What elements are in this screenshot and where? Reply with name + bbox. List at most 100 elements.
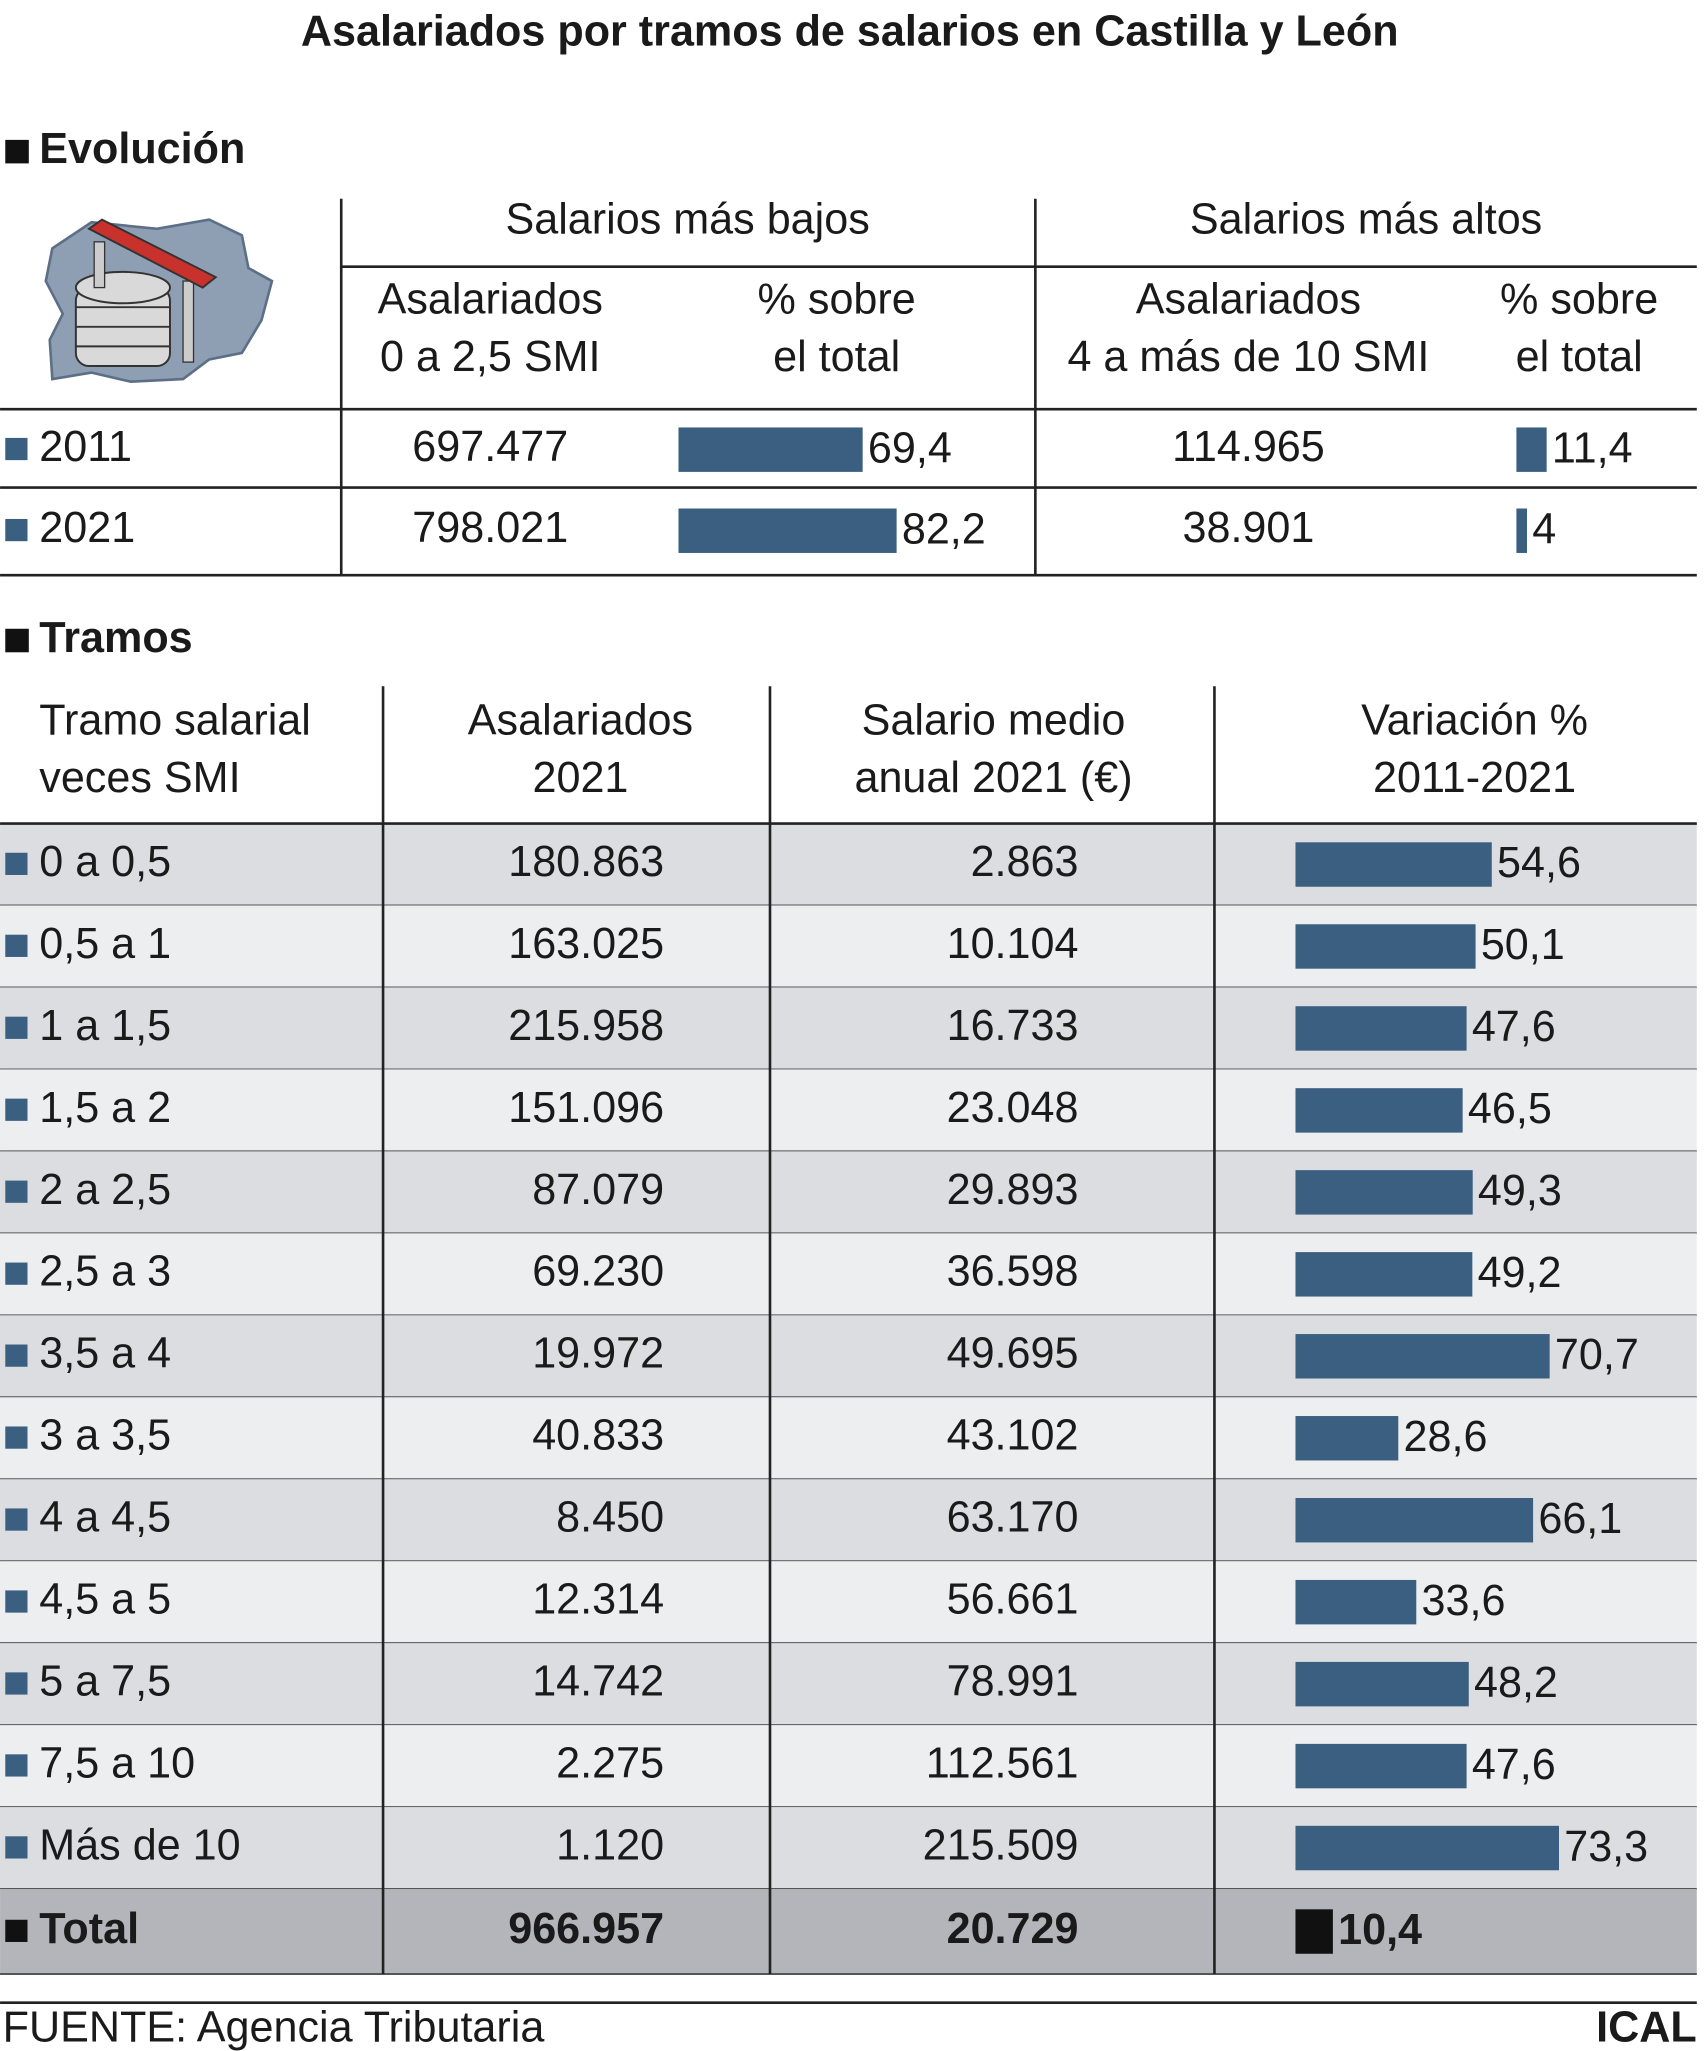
column-header: el total [1516, 333, 1643, 381]
bar [1295, 1909, 1333, 1954]
bar [1295, 1006, 1467, 1051]
row-label: 0 a 0,5 [39, 838, 171, 886]
cell: 798.021 [412, 504, 568, 552]
cell: 20.729 [947, 1905, 1079, 1953]
bullet [5, 1180, 28, 1203]
bullet [5, 1919, 28, 1942]
row-label: 2 a 2,5 [39, 1166, 171, 1214]
section-heading: Evolución [39, 125, 245, 173]
cell: 215.509 [923, 1821, 1079, 1869]
row-label: 3,5 a 4 [39, 1330, 171, 1378]
column-header: veces SMI [39, 754, 240, 802]
cell: 151.096 [508, 1084, 664, 1132]
bar-label: 28,6 [1404, 1413, 1488, 1461]
bar [1295, 924, 1476, 969]
cell: 78.991 [947, 1658, 1079, 1706]
bar [1295, 1579, 1417, 1625]
column-header: % sobre [758, 275, 916, 323]
cell: 2.275 [556, 1739, 664, 1787]
row-label: 1,5 a 2 [39, 1084, 171, 1132]
column-header: Asalariados [378, 275, 603, 323]
column-header: Variación % [1361, 696, 1588, 744]
cell: 697.477 [412, 423, 568, 471]
row-label: 1 a 1,5 [39, 1002, 171, 1050]
bar-label: 4 [1532, 505, 1556, 553]
bullet [5, 934, 28, 957]
column-header: % sobre [1500, 275, 1658, 323]
bullet [5, 139, 29, 164]
bullet [5, 518, 28, 542]
title: Asalariados por tramos de salarios en Ca… [301, 7, 1399, 55]
bar-label: 49,2 [1478, 1249, 1562, 1297]
bar-label: 54,6 [1497, 839, 1581, 887]
bar [1295, 842, 1492, 887]
row-label: 4,5 a 5 [39, 1576, 171, 1624]
row-label: 0,5 a 1 [39, 920, 171, 968]
map-icon [44, 218, 274, 384]
bar-label: 66,1 [1538, 1495, 1622, 1543]
cell: 23.048 [947, 1084, 1079, 1132]
bar-beam [87, 218, 218, 289]
bar [1295, 1825, 1559, 1871]
bar-label: 47,6 [1472, 1741, 1556, 1789]
year: 2021 [39, 504, 135, 552]
cell: 63.170 [947, 1494, 1079, 1542]
column-header: 0 a 2,5 SMI [380, 333, 601, 381]
bullet [5, 1426, 28, 1449]
bar-label: 11,4 [1552, 424, 1633, 472]
cell: 1.120 [556, 1821, 664, 1869]
row-label: 4 a 4,5 [39, 1494, 171, 1542]
cell: 40.833 [532, 1412, 664, 1460]
row-label: 3 a 3,5 [39, 1412, 171, 1460]
column-header: Asalariados [1136, 275, 1361, 323]
bar-label: 10,4 [1338, 1906, 1422, 1954]
bar-label: 49,3 [1478, 1167, 1562, 1215]
cell: 2.863 [971, 838, 1079, 886]
group-header: Salarios más bajos [505, 196, 869, 244]
column-header: 2021 [532, 754, 628, 802]
cell: 180.863 [508, 838, 664, 886]
column-header: Asalariados [468, 696, 693, 744]
cell: 87.079 [532, 1166, 664, 1214]
column-header: 4 a más de 10 SMI [1067, 333, 1429, 381]
cell: 10.104 [947, 920, 1079, 968]
column-header: Tramo salarial [39, 696, 311, 744]
column-header: el total [773, 333, 900, 381]
post [93, 241, 106, 289]
bar-label: 73,3 [1564, 1823, 1648, 1871]
cell: 14.742 [532, 1658, 664, 1706]
bar [1295, 1497, 1534, 1543]
bar [1295, 1088, 1463, 1133]
bullet [5, 1508, 28, 1531]
column-header: 2011-2021 [1373, 754, 1576, 802]
cell: 966.957 [508, 1905, 664, 1953]
bar [1516, 427, 1547, 472]
bar [1295, 1334, 1550, 1379]
cell: 43.102 [947, 1412, 1079, 1460]
footer-source: FUENTE: Agencia Tributaria [3, 2003, 545, 2051]
row-background [0, 1397, 1697, 1480]
cell: 49.695 [947, 1330, 1079, 1378]
bullet [5, 1836, 28, 1859]
bar [678, 427, 863, 472]
bar [1295, 1170, 1473, 1215]
bar-label: 33,6 [1422, 1577, 1506, 1625]
group-header: Salarios más altos [1190, 196, 1542, 244]
bullet [5, 437, 28, 461]
bullet [5, 1754, 28, 1777]
row-label: 5 a 7,5 [39, 1658, 171, 1706]
row-label: 2,5 a 3 [39, 1248, 171, 1296]
cell: 114.965 [1172, 423, 1325, 471]
bullet [5, 1344, 28, 1367]
row-label: Más de 10 [39, 1821, 240, 1869]
bullet [5, 1098, 28, 1121]
bar-label: 48,2 [1474, 1659, 1558, 1707]
column-header: Salario medio [862, 696, 1126, 744]
row-background [0, 1889, 1697, 1975]
bar-label: 70,7 [1555, 1331, 1639, 1379]
bar [678, 508, 897, 553]
row-label: 7,5 a 10 [39, 1739, 195, 1787]
bar-label: 46,5 [1468, 1085, 1552, 1133]
